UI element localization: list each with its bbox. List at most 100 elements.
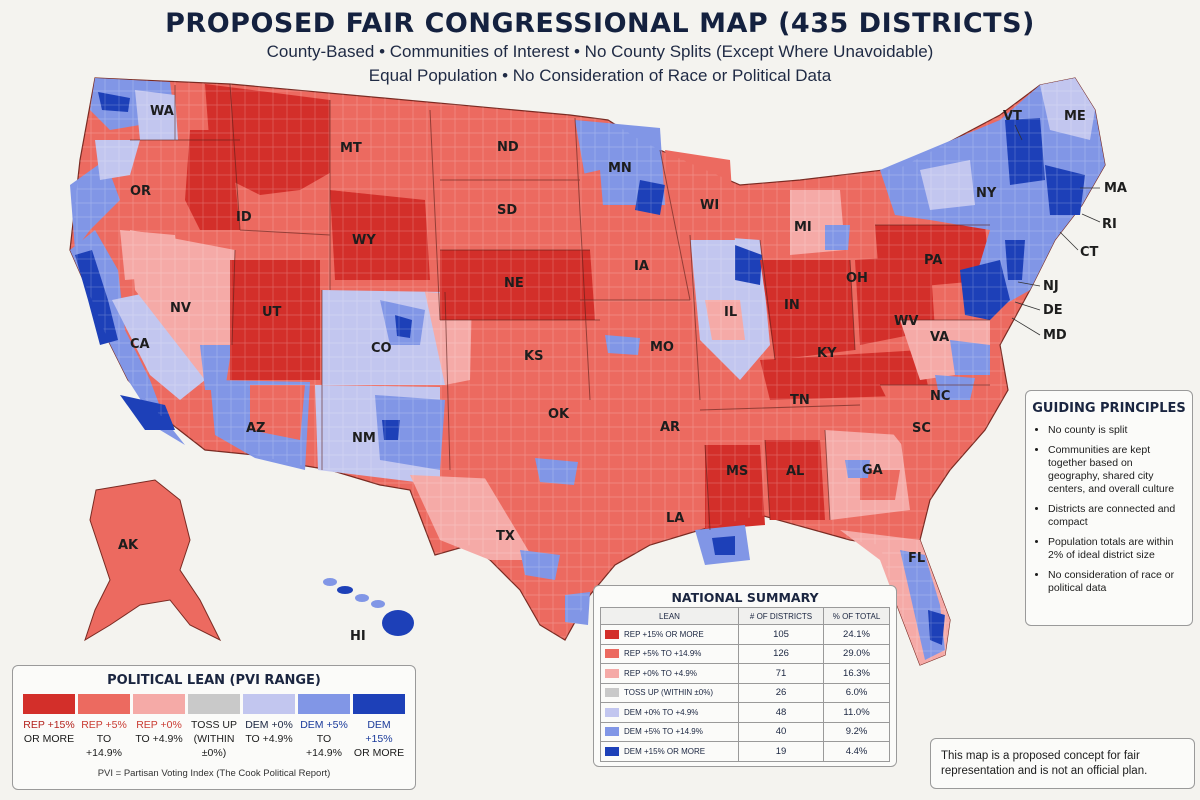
state-label-ct: CT bbox=[1080, 245, 1099, 260]
legend-item-label: DEM +15% OR MORE bbox=[353, 718, 405, 760]
column-header-percent: % OF TOTAL bbox=[823, 607, 890, 625]
legend-line-2: OR MORE bbox=[353, 747, 405, 759]
summary-percent-cell: 24.1% bbox=[823, 624, 890, 645]
state-label-me: ME bbox=[1064, 109, 1086, 124]
lean-swatch bbox=[605, 629, 619, 639]
state-label-ca: CA bbox=[130, 337, 150, 352]
summary-lean-cell: DEM +15% OR MORE bbox=[600, 741, 739, 762]
state-label-sd: SD bbox=[497, 203, 517, 218]
summary-percent-cell: 29.0% bbox=[823, 643, 890, 664]
map-subtitle-line-1: County-Based • Communities of Interest •… bbox=[266, 42, 934, 61]
summary-row: DEM +5% TO +14.9% 40 9.2% bbox=[600, 721, 890, 742]
summary-districts-cell: 26 bbox=[737, 682, 825, 703]
summary-percent-cell: 6.0% bbox=[823, 682, 890, 703]
column-header-districts: # OF DISTRICTS bbox=[737, 607, 825, 625]
state-label-or: OR bbox=[130, 184, 151, 199]
state-label-nj: NJ bbox=[1043, 279, 1059, 294]
state-label-tn: TN bbox=[790, 393, 810, 408]
legend-line-1: DEM +15% bbox=[365, 719, 393, 745]
summary-percent-cell: 11.0% bbox=[823, 702, 890, 723]
legend-line-2: TO +14.9% bbox=[306, 733, 342, 759]
legend-line-2: TO +4.9% bbox=[245, 733, 293, 745]
state-label-ne: NE bbox=[504, 276, 524, 291]
national-summary-heading: NATIONAL SUMMARY bbox=[671, 590, 819, 605]
legend-item-label: REP +15% OR MORE bbox=[23, 718, 75, 760]
map-title: PROPOSED FAIR CONGRESSIONAL MAP (435 DIS… bbox=[165, 8, 1035, 39]
principle-item: Communities are kept together based on g… bbox=[1048, 444, 1184, 496]
legend-line-1: REP +15% bbox=[23, 719, 75, 731]
legend-line-2: TO +14.9% bbox=[86, 733, 122, 759]
disclaimer-text: This map is a proposed concept for fair … bbox=[941, 749, 1148, 777]
legend-note: PVI = Partisan Voting Index (The Cook Po… bbox=[97, 768, 331, 779]
legend-swatch bbox=[243, 694, 295, 714]
state-label-ok: OK bbox=[548, 407, 570, 422]
state-label-wa: WA bbox=[150, 104, 174, 119]
principle-item: No county is split bbox=[1048, 424, 1184, 437]
state-label-va: VA bbox=[930, 330, 949, 345]
national-summary-panel: NATIONAL SUMMARY LEAN # OF DISTRICTS % O… bbox=[593, 585, 897, 767]
legend-item-label: DEM +5% TO +14.9% bbox=[298, 718, 350, 760]
legend-line-1: DEM +5% bbox=[300, 719, 348, 731]
guiding-principles-panel: GUIDING PRINCIPLES No county is split Co… bbox=[1025, 390, 1193, 626]
lean-swatch bbox=[605, 727, 619, 737]
legend-item-label: TOSS UP (WITHIN ±0%) bbox=[188, 718, 240, 760]
summary-lean-cell: TOSS UP (WITHIN ±0%) bbox=[600, 682, 739, 703]
summary-percent-cell: 9.2% bbox=[823, 721, 890, 742]
state-label-in: IN bbox=[784, 298, 800, 313]
lean-swatch bbox=[605, 649, 619, 659]
state-label-tx: TX bbox=[496, 529, 515, 544]
national-summary-table: LEAN # OF DISTRICTS % OF TOTAL REP +15% … bbox=[600, 607, 890, 762]
summary-lean-cell: REP +15% OR MORE bbox=[600, 624, 739, 645]
guiding-principles-heading: GUIDING PRINCIPLES bbox=[1032, 401, 1186, 416]
state-label-wv: WV bbox=[894, 314, 918, 329]
summary-districts-cell: 105 bbox=[737, 624, 825, 645]
lean-swatch bbox=[605, 707, 619, 717]
lean-swatch bbox=[605, 668, 619, 678]
state-label-oh: OH bbox=[846, 271, 868, 286]
state-label-nm: NM bbox=[352, 431, 376, 446]
state-label-la: LA bbox=[666, 511, 684, 526]
legend-line-2: TO +4.9% bbox=[135, 733, 183, 745]
state-label-hi: HI bbox=[350, 629, 366, 644]
state-label-id: ID bbox=[236, 210, 252, 225]
principle-item: No consideration of race or political da… bbox=[1048, 569, 1184, 595]
lean-label: REP +5% TO +14.9% bbox=[624, 649, 702, 659]
summary-row: TOSS UP (WITHIN ±0%) 26 6.0% bbox=[600, 682, 890, 703]
lean-label: TOSS UP (WITHIN ±0%) bbox=[624, 688, 713, 698]
state-label-mt: MT bbox=[340, 141, 362, 156]
legend-line-2: (WITHIN ±0%) bbox=[193, 733, 235, 759]
state-label-nd: ND bbox=[497, 140, 519, 155]
disclaimer-box: This map is a proposed concept for fair … bbox=[930, 738, 1195, 789]
hawaii-islands bbox=[323, 578, 414, 636]
state-label-sc: SC bbox=[912, 421, 931, 436]
summary-row: REP +5% TO +14.9% 126 29.0% bbox=[600, 643, 890, 664]
lean-label: DEM +0% TO +4.9% bbox=[624, 707, 699, 717]
state-label-ri: RI bbox=[1102, 217, 1117, 232]
legend-line-1: REP +5% bbox=[81, 719, 127, 731]
state-label-nc: NC bbox=[930, 389, 950, 404]
summary-lean-cell: REP +5% TO +14.9% bbox=[600, 643, 739, 664]
political-lean-legend: POLITICAL LEAN (PVI RANGE) REP +15% OR MO… bbox=[12, 665, 416, 790]
state-label-ny: NY bbox=[976, 186, 997, 201]
column-header-lean: LEAN bbox=[600, 607, 739, 625]
summary-districts-cell: 126 bbox=[737, 643, 825, 664]
state-label-wy: WY bbox=[352, 233, 376, 248]
callout-lines bbox=[1011, 124, 1101, 336]
legend-swatch bbox=[23, 694, 75, 714]
state-label-wi: WI bbox=[700, 198, 719, 213]
state-label-ga: GA bbox=[862, 463, 883, 478]
map-subtitle-line-2: Equal Population • No Consideration of R… bbox=[368, 66, 832, 85]
legend-swatch bbox=[188, 694, 240, 714]
legend-color-bars bbox=[13, 694, 415, 714]
legend-heading: POLITICAL LEAN (PVI RANGE) bbox=[107, 673, 321, 688]
legend-line-2: OR MORE bbox=[23, 733, 75, 745]
legend-swatch bbox=[353, 694, 405, 714]
state-label-ak: AK bbox=[118, 538, 139, 553]
state-label-ut: UT bbox=[262, 305, 282, 320]
legend-swatch bbox=[298, 694, 350, 714]
guiding-principles-list: No county is split Communities are kept … bbox=[1026, 424, 1192, 595]
lean-label: REP +0% TO +4.9% bbox=[624, 668, 697, 678]
lean-swatch bbox=[605, 688, 619, 698]
summary-lean-cell: REP +0% TO +4.9% bbox=[600, 663, 739, 684]
